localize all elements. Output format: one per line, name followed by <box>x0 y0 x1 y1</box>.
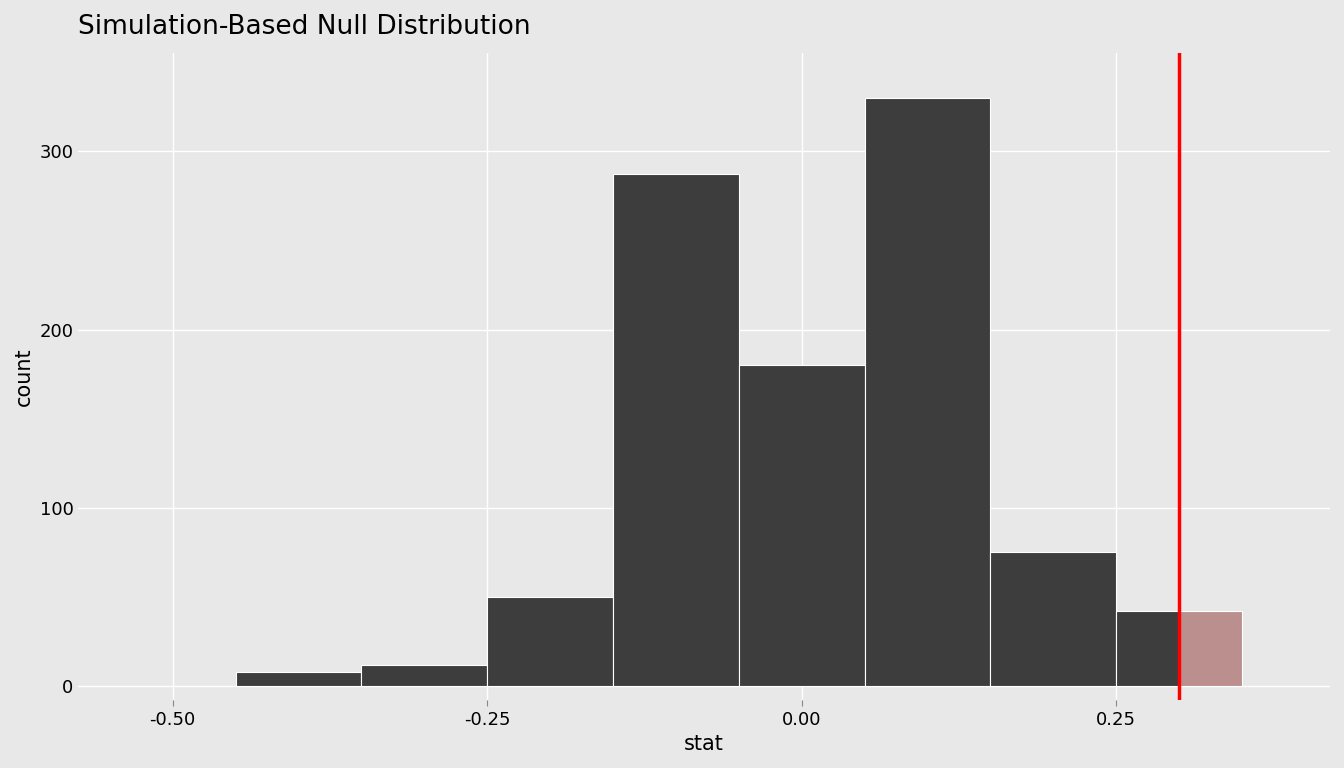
Bar <box>739 365 864 686</box>
Y-axis label: count: count <box>13 347 34 406</box>
Bar <box>613 174 739 686</box>
Text: Simulation-Based Null Distribution: Simulation-Based Null Distribution <box>78 14 531 40</box>
Bar <box>991 552 1117 686</box>
Bar <box>1117 611 1179 686</box>
X-axis label: stat: stat <box>684 734 724 754</box>
Bar <box>864 98 991 686</box>
Bar <box>1179 611 1242 686</box>
Bar <box>235 672 362 686</box>
Bar <box>487 597 613 686</box>
Bar <box>362 664 487 686</box>
